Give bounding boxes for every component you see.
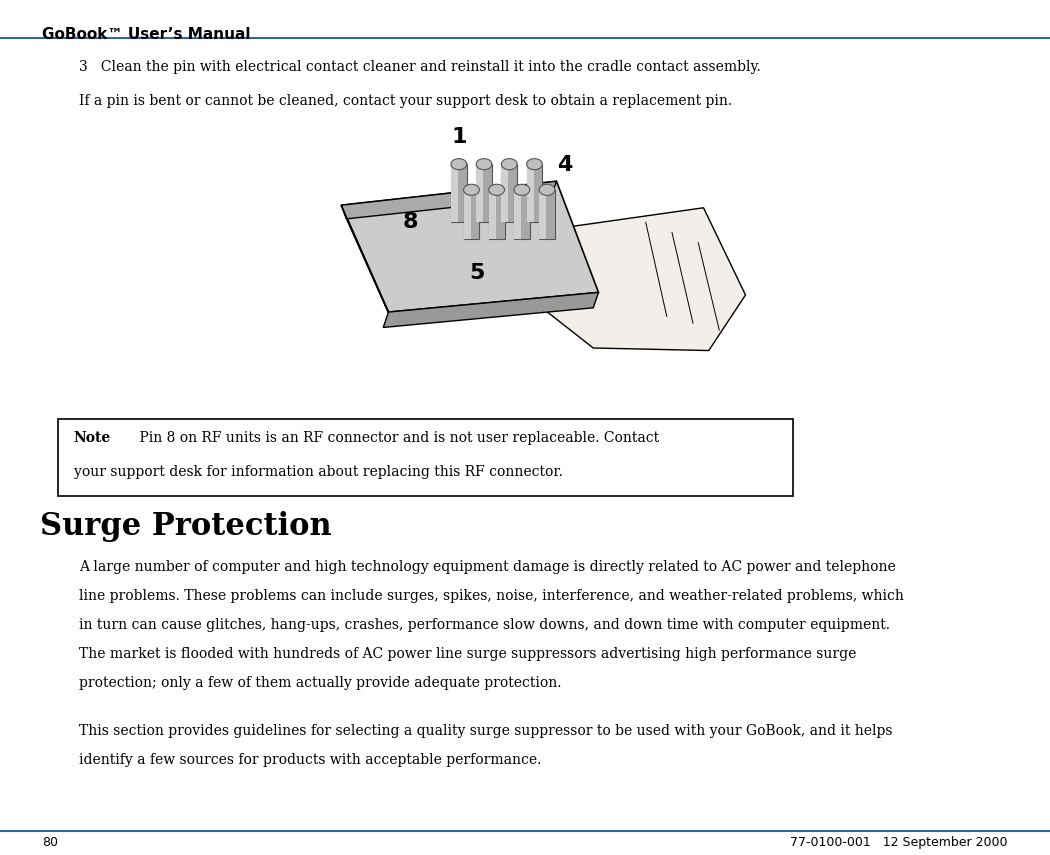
Text: Pin 8 on RF units is an RF connector and is not user replaceable. Contact: Pin 8 on RF units is an RF connector and…: [122, 431, 659, 445]
Polygon shape: [341, 205, 394, 325]
Polygon shape: [540, 190, 546, 239]
Text: Surge Protection: Surge Protection: [40, 511, 332, 542]
Polygon shape: [502, 164, 508, 222]
Polygon shape: [514, 190, 529, 239]
Polygon shape: [540, 190, 554, 239]
Text: 8: 8: [403, 212, 418, 233]
Polygon shape: [464, 190, 470, 239]
FancyBboxPatch shape: [58, 419, 793, 496]
Polygon shape: [452, 164, 458, 222]
Text: 5: 5: [469, 263, 484, 283]
Ellipse shape: [464, 185, 479, 196]
Ellipse shape: [514, 185, 530, 196]
Text: If a pin is bent or cannot be cleaned, contact your support desk to obtain a rep: If a pin is bent or cannot be cleaned, c…: [79, 94, 732, 108]
Text: 1: 1: [452, 127, 466, 147]
Polygon shape: [383, 292, 598, 327]
Polygon shape: [527, 164, 533, 222]
Text: This section provides guidelines for selecting a quality surge suppressor to be : This section provides guidelines for sel…: [79, 724, 892, 738]
Polygon shape: [502, 164, 517, 222]
Text: identify a few sources for products with acceptable performance.: identify a few sources for products with…: [79, 753, 541, 767]
Text: A large number of computer and high technology equipment damage is directly rela: A large number of computer and high tech…: [79, 560, 896, 574]
Polygon shape: [489, 190, 505, 239]
Text: GoBook™ User’s Manual: GoBook™ User’s Manual: [42, 27, 251, 43]
Text: The market is flooded with hundreds of AC power line surge suppressors advertisi: The market is flooded with hundreds of A…: [79, 647, 856, 661]
Polygon shape: [341, 181, 556, 219]
Text: 80: 80: [42, 836, 58, 849]
Ellipse shape: [502, 159, 517, 169]
Text: 77-0100-001   12 September 2000: 77-0100-001 12 September 2000: [791, 836, 1008, 849]
Text: line problems. These problems can include surges, spikes, noise, interference, a: line problems. These problems can includ…: [79, 589, 904, 603]
Ellipse shape: [540, 185, 555, 196]
Ellipse shape: [527, 159, 543, 169]
Text: your support desk for information about replacing this RF connector.: your support desk for information about …: [74, 465, 563, 479]
Polygon shape: [341, 181, 598, 312]
Text: 4: 4: [558, 156, 573, 175]
Polygon shape: [489, 190, 496, 239]
Polygon shape: [527, 164, 542, 222]
Ellipse shape: [452, 159, 466, 169]
Polygon shape: [477, 164, 483, 222]
Text: Note: Note: [74, 431, 110, 445]
Polygon shape: [464, 190, 479, 239]
Polygon shape: [452, 164, 466, 222]
Polygon shape: [477, 164, 491, 222]
Text: in turn can cause glitches, hang-ups, crashes, performance slow downs, and down : in turn can cause glitches, hang-ups, cr…: [79, 618, 889, 632]
Ellipse shape: [477, 159, 491, 169]
Text: 3   Clean the pin with electrical contact cleaner and reinstall it into the crad: 3 Clean the pin with electrical contact …: [79, 60, 760, 74]
Ellipse shape: [489, 185, 505, 196]
Polygon shape: [509, 208, 746, 351]
Text: protection; only a few of them actually provide adequate protection.: protection; only a few of them actually …: [79, 676, 562, 690]
Polygon shape: [514, 190, 521, 239]
